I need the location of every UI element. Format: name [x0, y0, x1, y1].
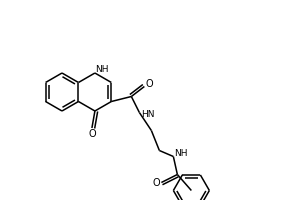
Text: NH: NH — [95, 66, 109, 74]
Text: O: O — [153, 179, 160, 189]
Text: HN: HN — [142, 110, 155, 119]
Text: O: O — [146, 79, 153, 88]
Text: O: O — [88, 129, 96, 139]
Text: NH: NH — [175, 149, 188, 158]
